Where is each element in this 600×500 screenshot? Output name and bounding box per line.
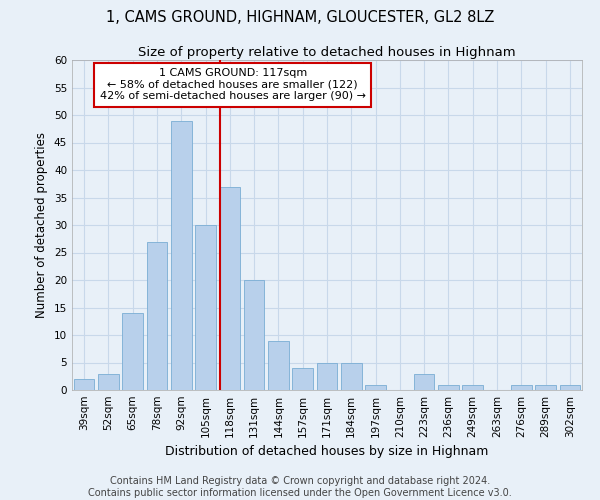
Bar [220,186,240,390]
Bar [414,374,434,390]
Text: Contains HM Land Registry data © Crown copyright and database right 2024.
Contai: Contains HM Land Registry data © Crown c… [88,476,512,498]
Bar [268,340,289,390]
Bar [146,242,167,390]
Bar [244,280,265,390]
Bar [438,384,459,390]
Bar [98,374,119,390]
Bar [171,120,191,390]
Bar [365,384,386,390]
Text: 1, CAMS GROUND, HIGHNAM, GLOUCESTER, GL2 8LZ: 1, CAMS GROUND, HIGHNAM, GLOUCESTER, GL2… [106,10,494,25]
Bar [195,225,216,390]
Y-axis label: Number of detached properties: Number of detached properties [35,132,49,318]
Bar [122,313,143,390]
Bar [74,379,94,390]
Text: 1 CAMS GROUND: 117sqm
← 58% of detached houses are smaller (122)
42% of semi-det: 1 CAMS GROUND: 117sqm ← 58% of detached … [100,68,365,102]
Bar [292,368,313,390]
Bar [560,384,580,390]
Bar [511,384,532,390]
X-axis label: Distribution of detached houses by size in Highnam: Distribution of detached houses by size … [166,446,488,458]
Bar [535,384,556,390]
Bar [341,362,362,390]
Title: Size of property relative to detached houses in Highnam: Size of property relative to detached ho… [138,46,516,59]
Bar [317,362,337,390]
Bar [463,384,483,390]
